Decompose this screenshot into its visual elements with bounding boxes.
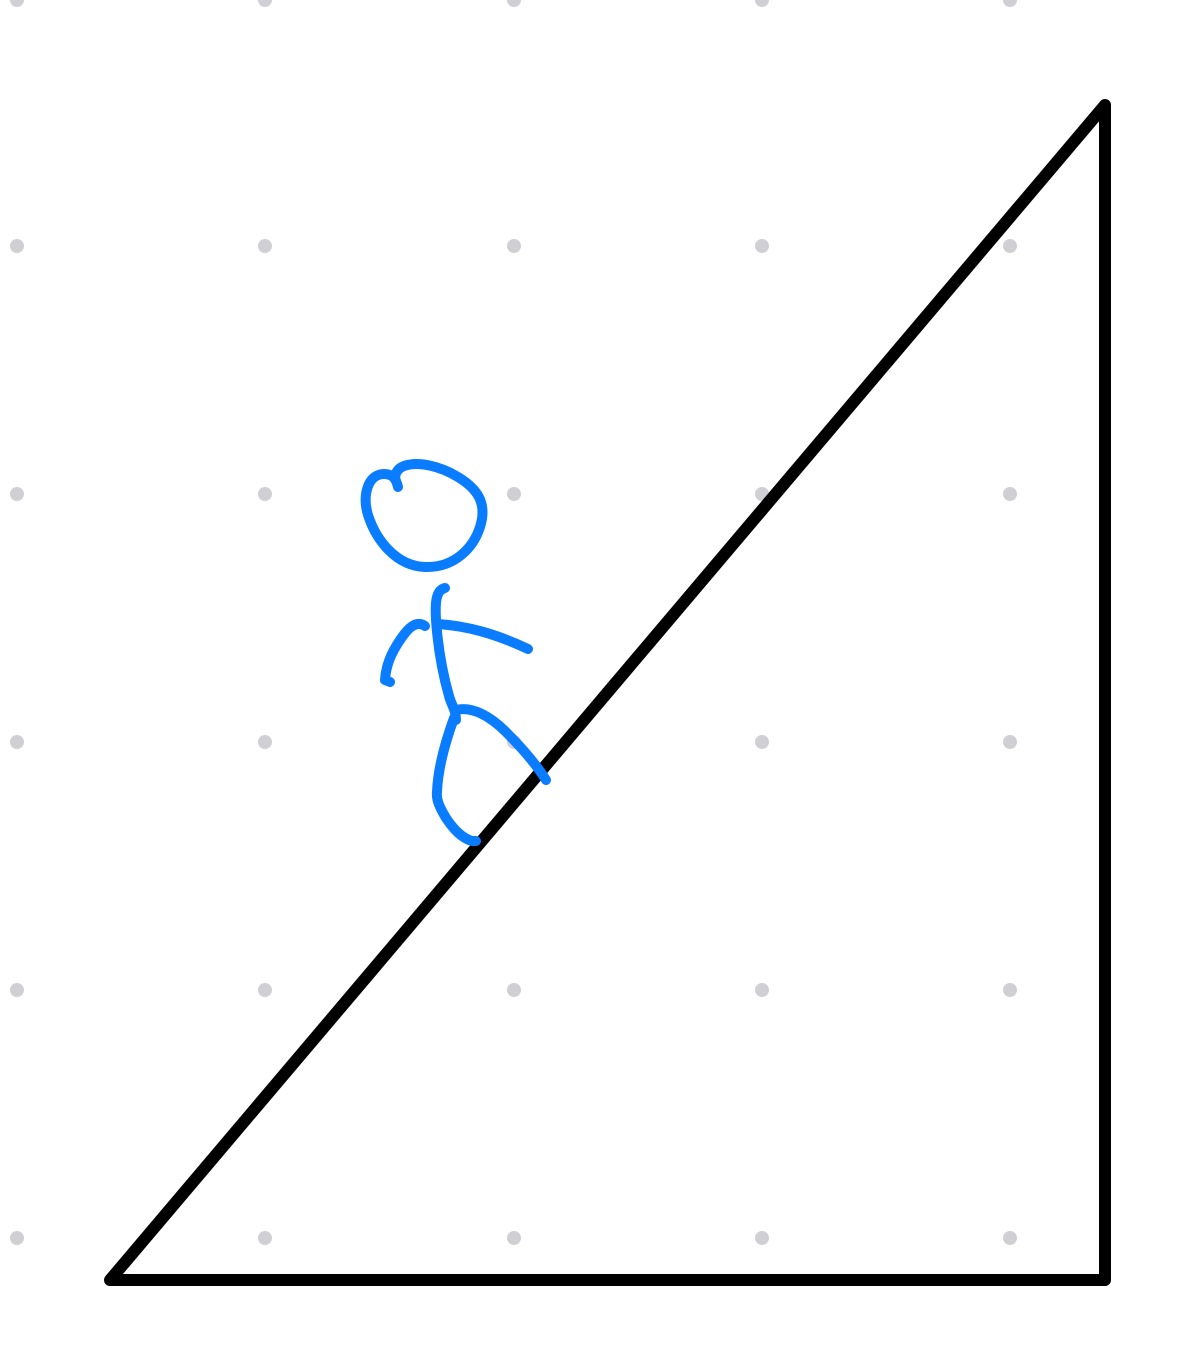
grid-dot — [10, 1231, 24, 1245]
figure-leg-back — [431, 713, 481, 846]
figure-leg-front — [451, 704, 551, 785]
stick-figure — [360, 459, 551, 846]
figure-arm-back — [380, 619, 430, 687]
grid-dot — [10, 735, 24, 749]
grid-dot — [258, 983, 272, 997]
right-triangle — [104, 99, 1111, 1286]
grid-dot — [1003, 487, 1017, 501]
grid-dot — [507, 487, 521, 501]
grid-dot — [258, 735, 272, 749]
grid-dot — [10, 239, 24, 253]
grid-dot — [755, 735, 769, 749]
grid-dot — [507, 1231, 521, 1245]
grid-dot — [1003, 1231, 1017, 1245]
grid-dot — [507, 0, 521, 7]
figure-body — [430, 583, 461, 725]
grid-dot — [507, 983, 521, 997]
figure-arm-front — [433, 619, 533, 654]
triangle-outline — [104, 99, 1111, 1286]
grid-dot — [755, 983, 769, 997]
grid-dot — [258, 1231, 272, 1245]
grid-dot — [1003, 0, 1017, 7]
grid-dot — [507, 239, 521, 253]
grid-dot — [258, 487, 272, 501]
grid-dot — [1003, 239, 1017, 253]
grid-dot — [755, 0, 769, 7]
dot-grid — [10, 0, 1017, 1245]
grid-dot — [10, 983, 24, 997]
grid-dot — [1003, 983, 1017, 997]
grid-dot — [1003, 735, 1017, 749]
figure-head — [360, 459, 488, 573]
grid-dot — [258, 0, 272, 7]
grid-dot — [10, 487, 24, 501]
grid-dot — [755, 1231, 769, 1245]
grid-dot — [10, 0, 24, 7]
grid-dot — [258, 239, 272, 253]
grid-dot — [755, 239, 769, 253]
